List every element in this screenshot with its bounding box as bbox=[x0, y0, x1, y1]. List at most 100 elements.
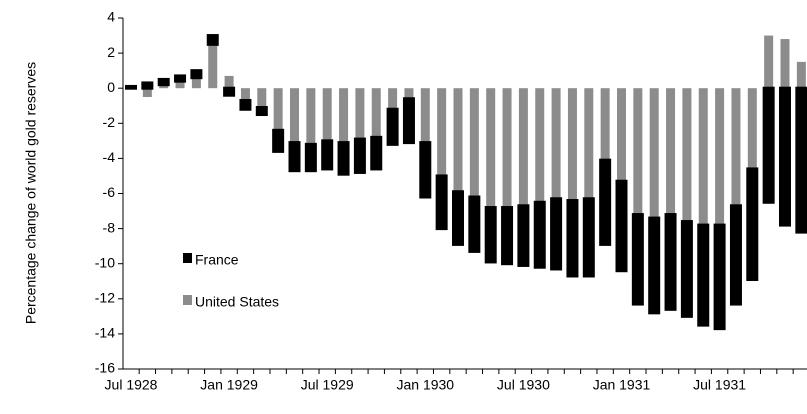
bar bbox=[190, 69, 203, 80]
bar bbox=[224, 75, 234, 89]
bar bbox=[697, 223, 710, 327]
x-tick-label: Jan 1931 bbox=[593, 377, 651, 393]
bar bbox=[633, 88, 643, 215]
x-tick-label: Jul 1929 bbox=[301, 377, 354, 393]
bar bbox=[386, 107, 399, 146]
y-tick-label: -12 bbox=[95, 290, 115, 306]
legend-swatch bbox=[183, 295, 192, 305]
bar bbox=[337, 141, 350, 176]
bar bbox=[223, 86, 236, 97]
y-tick-label: -6 bbox=[103, 184, 116, 200]
bar bbox=[615, 179, 628, 273]
bar bbox=[419, 141, 432, 199]
bar bbox=[502, 88, 512, 208]
bar bbox=[306, 88, 316, 145]
bar bbox=[666, 88, 676, 215]
bar bbox=[550, 197, 563, 271]
bar bbox=[208, 44, 218, 89]
bar bbox=[468, 195, 481, 253]
bar bbox=[322, 88, 332, 141]
bar bbox=[257, 88, 267, 108]
bar bbox=[567, 88, 577, 201]
bar bbox=[404, 88, 414, 99]
bar bbox=[388, 88, 398, 110]
bar bbox=[584, 88, 594, 199]
bar bbox=[437, 88, 447, 176]
bar bbox=[402, 97, 415, 145]
bar bbox=[339, 88, 349, 143]
bar bbox=[764, 35, 774, 89]
bar bbox=[746, 167, 759, 281]
bar bbox=[370, 135, 383, 171]
bar bbox=[206, 34, 219, 46]
bar bbox=[682, 88, 692, 222]
bar bbox=[435, 174, 448, 231]
bar bbox=[371, 88, 381, 138]
y-tick-label: 0 bbox=[107, 79, 115, 95]
bar bbox=[469, 88, 479, 198]
y-tick-label: -2 bbox=[103, 114, 116, 130]
bar bbox=[174, 74, 187, 83]
bar bbox=[273, 88, 283, 131]
bar bbox=[631, 213, 644, 306]
bar bbox=[452, 190, 464, 246]
bar bbox=[517, 204, 530, 267]
x-tick-label: Jul 1931 bbox=[693, 377, 746, 393]
bar bbox=[600, 88, 610, 161]
x-tick-label: Jul 1928 bbox=[105, 377, 158, 393]
bar bbox=[535, 88, 545, 203]
bar bbox=[698, 88, 708, 226]
bar bbox=[290, 88, 299, 143]
bar bbox=[649, 88, 659, 219]
bar bbox=[715, 88, 725, 226]
y-tick-label: -14 bbox=[95, 325, 115, 341]
bar bbox=[680, 220, 693, 318]
bar bbox=[648, 216, 661, 315]
bar bbox=[321, 139, 334, 171]
bar bbox=[353, 137, 366, 174]
y-tick-label: -10 bbox=[95, 254, 115, 270]
y-tick-label: 2 bbox=[107, 44, 115, 60]
legend-label: United States bbox=[195, 294, 279, 310]
x-tick-label: Jan 1929 bbox=[200, 377, 258, 393]
bar bbox=[255, 106, 268, 117]
bar bbox=[355, 88, 365, 140]
bar bbox=[141, 81, 154, 90]
bar bbox=[664, 213, 677, 311]
y-tick-label: -8 bbox=[103, 219, 116, 235]
bar bbox=[779, 86, 791, 227]
bar bbox=[533, 200, 546, 269]
bar bbox=[731, 88, 741, 206]
bar bbox=[780, 39, 790, 89]
bar bbox=[272, 128, 285, 153]
bar bbox=[747, 88, 757, 169]
bar bbox=[239, 98, 252, 111]
bar bbox=[518, 88, 528, 206]
y-axis-label: Percentage change of world gold reserves bbox=[23, 62, 39, 324]
bar bbox=[486, 88, 496, 208]
bar bbox=[125, 84, 137, 90]
y-tick-label: 4 bbox=[107, 9, 115, 25]
bar bbox=[729, 204, 742, 306]
bar bbox=[142, 88, 152, 97]
y-tick-label: -16 bbox=[95, 360, 115, 376]
bar bbox=[191, 77, 201, 89]
bar bbox=[159, 84, 169, 89]
bar bbox=[762, 86, 775, 204]
bar bbox=[617, 88, 626, 182]
bar bbox=[599, 158, 612, 246]
x-tick-label: Jul 1930 bbox=[497, 377, 550, 393]
bar bbox=[795, 86, 807, 234]
bar bbox=[551, 88, 561, 199]
bar bbox=[288, 141, 301, 173]
legend-label: France bbox=[195, 252, 239, 268]
y-tick-label: -4 bbox=[103, 149, 116, 165]
x-tick-label: Jan 1930 bbox=[396, 377, 454, 393]
bar bbox=[157, 77, 170, 87]
bar bbox=[501, 206, 514, 266]
bar bbox=[240, 88, 250, 101]
bar bbox=[566, 199, 579, 278]
bar bbox=[713, 223, 726, 331]
bar bbox=[484, 206, 497, 264]
